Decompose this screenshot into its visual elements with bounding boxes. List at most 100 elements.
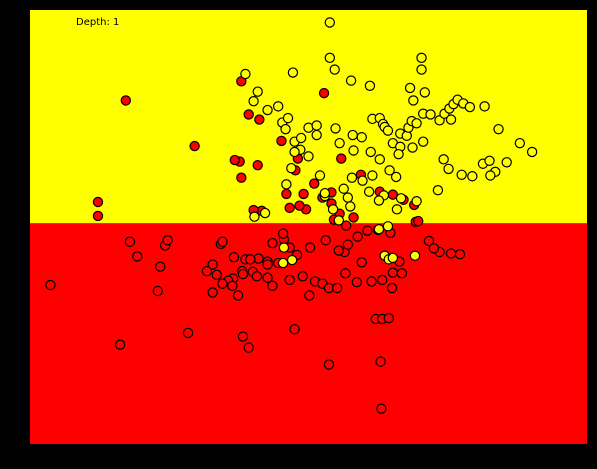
data-point [393, 148, 404, 160]
data-point [124, 236, 136, 247]
data-point [318, 87, 330, 99]
data-point [249, 211, 260, 222]
data-point [207, 287, 218, 298]
data-point [320, 235, 331, 246]
data-point [391, 204, 403, 215]
data-point [330, 123, 341, 134]
data-point [281, 188, 292, 200]
data-point [417, 136, 429, 147]
data-point [229, 154, 240, 166]
data-point [132, 251, 143, 262]
data-point [311, 129, 322, 141]
data-point [386, 282, 398, 294]
data-point [276, 135, 287, 147]
data-point [92, 210, 104, 222]
data-point [404, 82, 416, 94]
data-point [236, 172, 247, 183]
data-point [348, 212, 359, 223]
data-point [182, 327, 194, 339]
data-point [375, 356, 386, 367]
data-point [319, 187, 331, 199]
data-point [201, 265, 213, 277]
data-point [395, 193, 407, 204]
data-point [280, 123, 291, 135]
decision-regions [30, 10, 587, 444]
data-point [445, 248, 457, 259]
data-point [383, 313, 394, 324]
data-point [286, 162, 297, 174]
data-point [342, 239, 354, 250]
data-point [287, 67, 299, 78]
data-point [484, 155, 495, 166]
data-point [411, 118, 422, 129]
data-point [348, 145, 359, 156]
depth-annotation: Depth: 1 [76, 17, 119, 28]
data-point [120, 95, 132, 106]
data-point [331, 282, 343, 294]
data-point [311, 120, 322, 131]
data-point [277, 228, 289, 239]
data-point [237, 331, 249, 342]
data-point [294, 200, 305, 211]
data-point [309, 178, 320, 189]
data-point [409, 250, 421, 261]
data-point [262, 104, 273, 116]
data-point [282, 112, 294, 124]
data-point [155, 261, 166, 272]
data-point [356, 257, 367, 268]
data-point [356, 132, 367, 143]
data-point [362, 225, 373, 236]
data-point [382, 125, 394, 136]
data-point [413, 215, 424, 227]
data-point [254, 114, 265, 125]
data-point [411, 196, 422, 207]
data-point [456, 169, 467, 180]
data-point [438, 154, 449, 165]
data-point [374, 154, 385, 165]
data-point [162, 235, 173, 246]
data-point [340, 220, 352, 231]
data-point [272, 101, 284, 112]
data-point [262, 259, 273, 270]
data-point [324, 17, 335, 28]
data-point [501, 157, 512, 168]
data-point [443, 163, 454, 175]
region-upper [30, 10, 587, 224]
data-point [364, 80, 376, 91]
data-point [278, 242, 290, 253]
data-point [114, 339, 126, 350]
data-point [284, 274, 295, 286]
data-points [45, 17, 538, 414]
data-point [304, 242, 316, 253]
data-point [377, 274, 388, 286]
data-point [425, 109, 436, 120]
data-point [267, 280, 278, 292]
data-point [357, 175, 368, 186]
data-point [189, 140, 200, 152]
data-point [432, 185, 444, 196]
data-point [340, 268, 351, 279]
region-lower [30, 223, 587, 444]
data-point [387, 252, 399, 264]
data-point [284, 202, 295, 214]
data-point [217, 236, 228, 247]
data-point [334, 137, 345, 149]
data-point [464, 101, 476, 113]
data-point [327, 204, 339, 215]
data-point [416, 52, 427, 64]
data-point [252, 86, 263, 97]
data-point [45, 279, 56, 291]
data-point [243, 109, 254, 120]
data-point [346, 172, 358, 183]
data-point [267, 237, 278, 249]
data-point [336, 153, 347, 164]
data-point [324, 52, 335, 64]
data-point [428, 243, 440, 254]
data-point [211, 269, 222, 281]
data-point [382, 221, 394, 232]
data-point [514, 137, 526, 149]
data-point [493, 123, 504, 135]
data-point [251, 271, 263, 282]
data-point [526, 146, 538, 158]
